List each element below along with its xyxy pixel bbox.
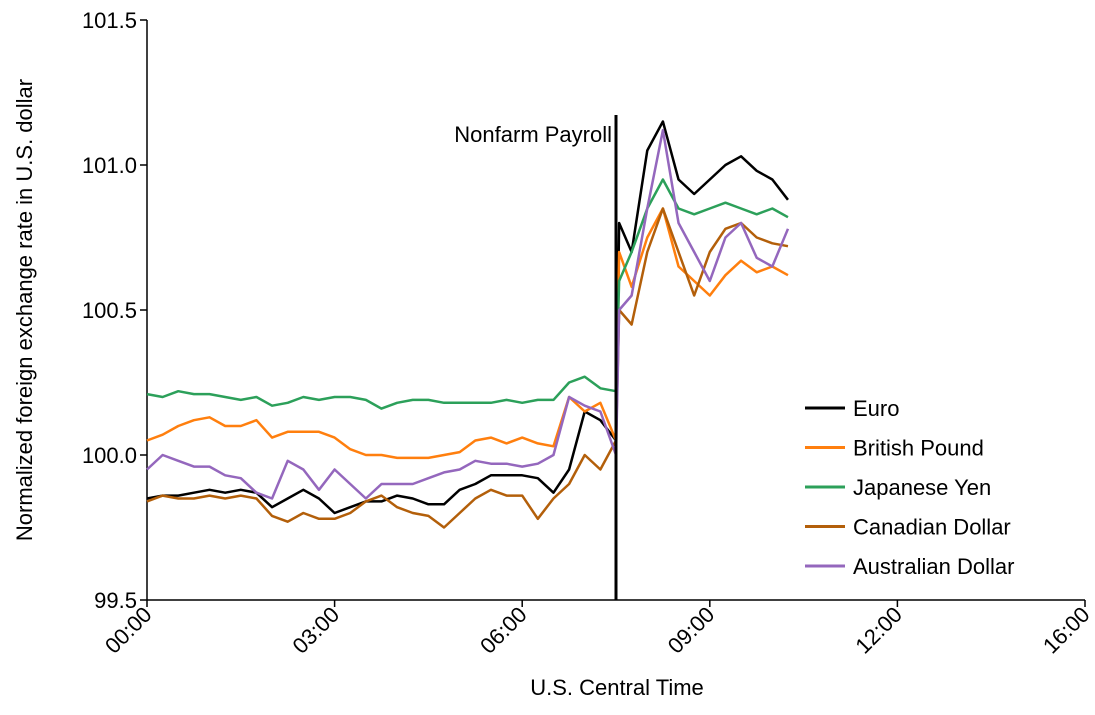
y-tick-label: 100.0 — [82, 443, 137, 468]
y-axis-label: Normalized foreign exchange rate in U.S.… — [12, 79, 37, 541]
y-tick-label: 99.5 — [94, 588, 137, 613]
x-tick-label: 03:00 — [288, 602, 345, 659]
legend-label: Euro — [853, 396, 899, 421]
series-line — [146, 207, 789, 529]
y-tick-label: 101.0 — [82, 153, 137, 178]
legend-label: Japanese Yen — [853, 475, 991, 500]
series-line — [146, 178, 789, 410]
legend-label: British Pound — [853, 436, 984, 461]
series-line — [146, 120, 789, 515]
series-line — [146, 207, 789, 460]
series-line — [146, 128, 790, 500]
x-tick-label: 16:00 — [1038, 602, 1095, 659]
x-tick-label: 09:00 — [663, 602, 720, 659]
y-tick-label: 100.5 — [82, 298, 137, 323]
x-tick-label: 06:00 — [475, 602, 532, 659]
x-axis-label: U.S. Central Time — [530, 675, 704, 700]
legend-label: Canadian Dollar — [853, 515, 1011, 540]
y-tick-label: 101.5 — [82, 8, 137, 33]
x-tick-label: 12:00 — [850, 602, 907, 659]
legend-label: Australian Dollar — [853, 554, 1014, 579]
annotation-label: Nonfarm Payroll — [454, 122, 612, 147]
